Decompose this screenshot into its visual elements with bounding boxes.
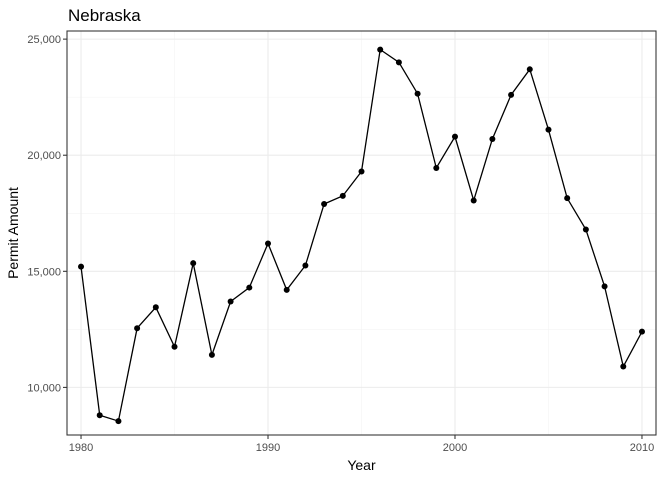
data-point xyxy=(601,283,608,290)
data-point xyxy=(246,284,253,291)
y-tick-label: 25,000 xyxy=(27,34,61,46)
data-point xyxy=(190,260,197,267)
x-tick-label: 1990 xyxy=(256,442,280,454)
data-point xyxy=(470,197,477,204)
data-point xyxy=(302,262,309,269)
data-point xyxy=(208,351,215,358)
data-point xyxy=(433,164,440,171)
series-group xyxy=(78,46,645,425)
data-point xyxy=(134,325,141,332)
data-point xyxy=(283,286,290,293)
data-point xyxy=(152,304,159,311)
data-point xyxy=(489,135,496,142)
major-gridlines xyxy=(67,31,656,435)
data-point xyxy=(377,46,384,53)
data-point xyxy=(564,195,571,202)
data-point xyxy=(582,226,589,233)
data-point xyxy=(115,418,122,425)
chart-title: Nebraska xyxy=(68,6,141,25)
data-point xyxy=(358,168,365,175)
data-point xyxy=(620,363,627,370)
y-tick-label: 10,000 xyxy=(27,382,61,394)
data-point xyxy=(227,298,234,305)
data-point xyxy=(265,240,272,247)
data-point xyxy=(545,126,552,133)
y-tick-label: 15,000 xyxy=(27,266,61,278)
x-tick-label: 2000 xyxy=(443,442,467,454)
data-point xyxy=(96,412,103,419)
data-point xyxy=(321,200,328,207)
data-point xyxy=(508,91,515,98)
data-point xyxy=(339,192,346,199)
data-point xyxy=(638,328,645,335)
x-tick-label: 1980 xyxy=(69,442,93,454)
y-tick-label: 20,000 xyxy=(27,150,61,162)
data-point xyxy=(451,133,458,140)
data-point xyxy=(395,59,402,66)
data-point xyxy=(414,90,421,97)
x-tick-label: 2010 xyxy=(630,442,654,454)
minor-gridlines xyxy=(67,31,656,435)
axis-ticks: 1980 1990 2000 2010 10,000 15,000 20,000 25,000 xyxy=(27,34,654,454)
data-point xyxy=(171,343,178,350)
y-axis-title: Permit Amount xyxy=(5,187,21,279)
panel-border xyxy=(66,30,657,436)
x-axis-title: Year xyxy=(347,457,376,473)
data-point xyxy=(526,66,533,73)
data-point xyxy=(78,263,85,270)
